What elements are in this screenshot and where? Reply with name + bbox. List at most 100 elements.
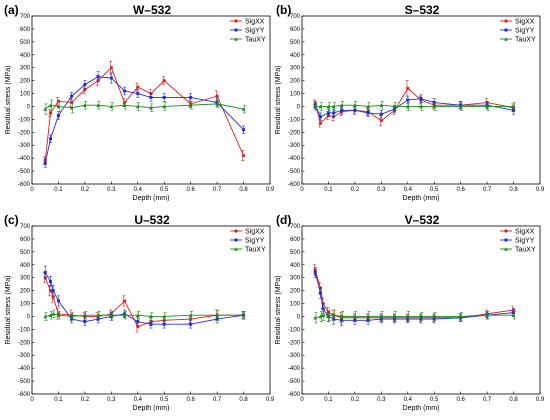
legend-item: TauXY xyxy=(230,36,266,43)
x-tick-label: 0.4 xyxy=(134,187,143,193)
data-point xyxy=(83,103,87,107)
x-tick-label: 0.6 xyxy=(186,397,195,403)
data-point xyxy=(162,95,166,99)
x-tick-label: 0.6 xyxy=(186,187,195,193)
series-line xyxy=(314,272,514,321)
data-point xyxy=(241,107,246,111)
data-point xyxy=(432,314,437,319)
series-line xyxy=(314,87,514,125)
legend-label: SigXX xyxy=(245,18,265,25)
x-axis-label: Depth (mm) xyxy=(133,195,170,202)
y-tick-label: -300 xyxy=(288,143,301,149)
series-SigXX xyxy=(312,80,516,128)
x-tick-label: 0.7 xyxy=(213,397,222,403)
series-TauXY xyxy=(313,309,516,324)
y-tick-label: 500 xyxy=(20,250,31,256)
legend-label: SigYY xyxy=(245,27,265,34)
y-tick-label: -400 xyxy=(18,156,31,162)
data-point xyxy=(109,76,113,80)
data-point xyxy=(318,104,323,109)
series-TauXY xyxy=(313,100,516,111)
data-point xyxy=(392,104,397,109)
x-tick-label: 0.6 xyxy=(456,187,465,193)
legend-label: SigXX xyxy=(245,228,265,235)
x-tick-label: 0.9 xyxy=(266,397,275,403)
legend-item: SigXX xyxy=(230,18,265,25)
x-tick-label: 0 xyxy=(30,187,34,193)
legend-item: TauXY xyxy=(500,36,536,43)
data-point xyxy=(332,317,336,321)
y-tick-label: 700 xyxy=(290,14,301,20)
data-point xyxy=(432,104,437,109)
data-point xyxy=(405,314,410,319)
plot-area xyxy=(312,80,516,128)
data-point xyxy=(122,299,127,303)
x-tick-label: 0.3 xyxy=(107,187,116,193)
series-line xyxy=(315,314,514,319)
data-point xyxy=(321,307,325,311)
y-tick-label: 500 xyxy=(20,40,31,46)
legend-marker xyxy=(504,28,508,32)
data-point xyxy=(331,313,336,317)
data-point xyxy=(242,128,246,132)
data-point xyxy=(511,104,516,109)
y-tick-label: -600 xyxy=(288,182,301,188)
data-point xyxy=(48,103,53,107)
x-tick-label: 0.1 xyxy=(54,397,63,403)
data-point xyxy=(149,322,153,326)
y-tick-label: 0 xyxy=(297,314,301,320)
y-tick-label: 400 xyxy=(290,53,301,59)
legend-label: TauXY xyxy=(245,36,266,43)
data-point xyxy=(48,313,53,317)
y-tick-label: 700 xyxy=(20,14,31,20)
data-point xyxy=(109,313,114,317)
legend-item: SigXX xyxy=(230,228,265,235)
x-tick-label: 0.9 xyxy=(536,397,545,403)
data-point xyxy=(406,317,410,321)
data-point xyxy=(123,89,127,93)
data-point xyxy=(393,317,397,321)
y-tick-label: -500 xyxy=(288,169,301,175)
data-point xyxy=(43,271,47,275)
data-point xyxy=(379,112,383,116)
panel-letter: (b) xyxy=(276,3,291,17)
y-tick-label: 700 xyxy=(20,224,31,230)
legend-label: TauXY xyxy=(515,36,536,43)
data-point xyxy=(149,314,153,319)
x-tick-label: 0.1 xyxy=(324,397,333,403)
x-tick-label: 0.6 xyxy=(456,397,465,403)
x-tick-label: 0.4 xyxy=(404,397,413,403)
y-tick-label: -600 xyxy=(18,392,31,398)
data-point xyxy=(69,314,74,319)
data-point xyxy=(405,104,410,109)
y-axis-label: Residual stress (MPa) xyxy=(5,66,12,135)
y-tick-label: 0 xyxy=(27,104,31,110)
data-point xyxy=(319,291,323,295)
legend-item: SigYY xyxy=(230,27,265,34)
y-tick-label: -400 xyxy=(288,366,301,372)
data-point xyxy=(49,137,53,141)
y-tick-label: -500 xyxy=(288,379,301,385)
y-tick-label: 500 xyxy=(290,250,301,256)
data-point xyxy=(162,79,166,83)
y-tick-label: -300 xyxy=(288,353,301,359)
legend-label: TauXY xyxy=(515,246,536,253)
plot-area xyxy=(42,265,246,333)
data-point xyxy=(136,92,140,96)
data-point xyxy=(319,115,323,119)
series-line xyxy=(44,103,244,110)
data-point xyxy=(96,75,100,79)
panel-title: U–532 xyxy=(134,213,170,227)
legend-marker xyxy=(234,247,238,251)
panel-title: V–532 xyxy=(405,213,440,227)
y-tick-label: -100 xyxy=(288,327,301,333)
data-point xyxy=(340,318,344,322)
data-point xyxy=(162,104,167,109)
data-point xyxy=(318,314,323,319)
series-line xyxy=(44,76,244,164)
y-tick-label: -200 xyxy=(18,130,31,136)
data-point xyxy=(56,299,60,303)
data-point xyxy=(340,108,344,112)
panel-2: (b) S–532 -600 -500 -400 -300 -200 -100 0 100 200 3… xyxy=(275,3,545,202)
y-tick-label: 600 xyxy=(290,27,301,33)
